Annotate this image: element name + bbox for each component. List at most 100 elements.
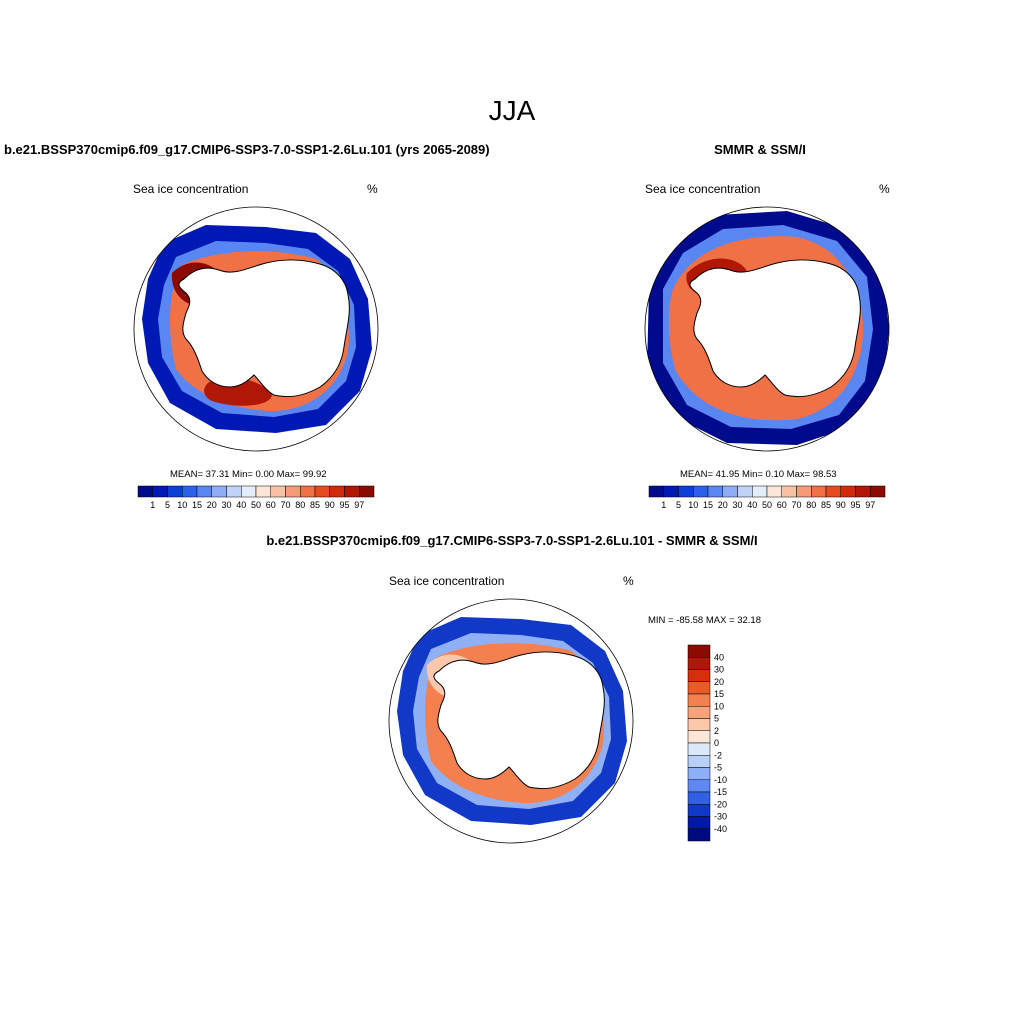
- colorbar-model-swatch-4: [196, 485, 212, 498]
- colorbar-model-swatch-12: [314, 485, 330, 498]
- stats-obs: MEAN= 41.95 Min= 0.10 Max= 98.53: [680, 469, 837, 480]
- colorbar-obs-tick-label: 97: [865, 500, 875, 510]
- colorbar-obs-tick-label: 50: [762, 500, 772, 510]
- colorbar-model-tick-label: 97: [354, 500, 364, 510]
- colorbar-obs-tick-label: 15: [703, 500, 713, 510]
- colorbar-diff-swatch-4: [687, 693, 711, 707]
- colorbar-obs-swatch-10: [796, 485, 812, 498]
- colorbar-diff-swatch-10: [687, 767, 711, 780]
- variable-label-model: Sea ice concentration: [133, 182, 249, 196]
- colorbar-diff-tick-label: -30: [714, 812, 727, 822]
- colorbar-diff-tick-label: 2: [714, 726, 719, 736]
- colorbar-obs-swatch-2: [678, 485, 694, 498]
- colorbar-model-tick-label: 1: [150, 500, 155, 510]
- colorbar-model-tick-label: 95: [339, 500, 349, 510]
- colorbar-obs-tick-label: 30: [732, 500, 742, 510]
- colorbar-obs-swatch-3: [693, 485, 709, 498]
- colorbar-obs-swatch-5: [722, 485, 738, 498]
- colorbar-model-tick-label: 40: [236, 500, 246, 510]
- colorbar-obs-tick-label: 5: [676, 500, 681, 510]
- colorbar-diff-swatch-5: [687, 706, 711, 719]
- colorbar-model-tick-label: 90: [325, 500, 335, 510]
- colorbar-obs-swatch-6: [737, 485, 753, 498]
- colorbar-diff-swatch-1: [687, 657, 711, 670]
- colorbar-diff-tick-label: -2: [714, 750, 722, 760]
- colorbar-model: 1 5 10 15 20 30 40 50 60 70 80 85 90 95 97: [137, 485, 375, 510]
- colorbar-diff-swatch-12: [687, 791, 711, 805]
- colorbar-model-tick-label: 50: [251, 500, 261, 510]
- colorbar-diff-tick-label: -20: [714, 799, 727, 809]
- colorbar-obs-tick-label: 20: [718, 500, 728, 510]
- colorbar-obs-swatch-12: [825, 485, 841, 498]
- colorbar-diff-tick-label: -15: [714, 787, 727, 797]
- colorbar-obs-tick-label: 10: [688, 500, 698, 510]
- colorbar-model-tick-label: 10: [177, 500, 187, 510]
- colorbar-diff-swatch-6: [687, 718, 711, 731]
- colorbar-model-swatch-13: [329, 485, 345, 498]
- colorbar-obs-tick-label: 95: [850, 500, 860, 510]
- colorbar-diff-tick-label: 30: [714, 665, 724, 675]
- units-label-model: %: [367, 182, 378, 196]
- colorbar-diff-swatch-8: [687, 742, 711, 756]
- colorbar-obs-swatch-4: [707, 485, 723, 498]
- colorbar-diff-swatch-15: [687, 828, 711, 842]
- colorbar-obs: 1 5 10 15 20 30 40 50 60 70 80 85 90 95 97: [648, 485, 886, 510]
- colorbar-model-swatch-9: [270, 485, 286, 498]
- colorbar-diff-tick-label: 5: [714, 714, 719, 724]
- colorbar-diff-swatch-0: [687, 644, 711, 658]
- colorbar-model-swatch-15: [359, 485, 375, 498]
- colorbar-model-swatch-2: [167, 485, 183, 498]
- variable-label-diff: Sea ice concentration: [389, 574, 505, 588]
- colorbar-diff-swatch-13: [687, 804, 711, 817]
- stats-model: MEAN= 37.31 Min= 0.00 Max= 99.92: [170, 469, 327, 480]
- colorbar-obs-tick-label: 60: [777, 500, 787, 510]
- colorbar-obs-tick-label: 40: [747, 500, 757, 510]
- colorbar-obs-tick-label: 70: [791, 500, 801, 510]
- colorbar-model-tick-label: 60: [266, 500, 276, 510]
- units-label-obs: %: [879, 182, 890, 196]
- colorbar-model-tick-label: 85: [310, 500, 320, 510]
- colorbar-model-swatch-8: [255, 485, 271, 498]
- colorbar-obs-swatch-13: [840, 485, 856, 498]
- colorbar-diff-tick-label: -5: [714, 763, 722, 773]
- colorbar-model-swatch-5: [211, 485, 227, 498]
- colorbar-obs-swatch-14: [855, 485, 871, 498]
- colorbar-diff-swatch-9: [687, 755, 711, 768]
- colorbar-diff-swatch-2: [687, 669, 711, 682]
- colorbar-model-tick-label: 5: [165, 500, 170, 510]
- colorbar-obs-swatch-7: [752, 485, 768, 498]
- colorbar-model-swatch-7: [241, 485, 257, 498]
- colorbar-diff-swatch-11: [687, 779, 711, 793]
- colorbar-model-swatch-0: [137, 485, 153, 498]
- colorbar-diff-tick-label: -10: [714, 775, 727, 785]
- figure-title: JJA: [488, 95, 536, 126]
- map-boundary-obs: [644, 206, 890, 452]
- colorbar-obs-swatch-15: [870, 485, 886, 498]
- colorbar-obs-swatch-0: [648, 485, 664, 498]
- panel-title-diff: b.e21.BSSP370cmip6.f09_g17.CMIP6-SSP3-7.…: [266, 533, 758, 548]
- colorbar-model-swatch-6: [226, 485, 242, 498]
- map-boundary-model: [133, 206, 379, 452]
- colorbar-obs-tick-label: 90: [836, 500, 846, 510]
- colorbar-model-tick-label: 20: [207, 500, 217, 510]
- colorbar-model-swatch-14: [344, 485, 360, 498]
- map-boundary-diff: [388, 598, 634, 844]
- colorbar-model-swatch-3: [182, 485, 198, 498]
- map-obs: [644, 206, 890, 452]
- colorbar-diff-tick-label: 0: [714, 738, 719, 748]
- colorbar-obs-tick-label: 1: [661, 500, 666, 510]
- colorbar-diff-swatch-7: [687, 730, 711, 744]
- panel-title-obs: SMMR & SSM/I: [714, 142, 806, 157]
- colorbar-obs-swatch-1: [663, 485, 679, 498]
- panel-title-model: b.e21.BSSP370cmip6.f09_g17.CMIP6-SSP3-7.…: [4, 142, 490, 157]
- variable-label-obs: Sea ice concentration: [645, 182, 761, 196]
- colorbar-model-tick-label: 80: [295, 500, 305, 510]
- map-diff: [388, 598, 634, 844]
- colorbar-obs-swatch-8: [766, 485, 782, 498]
- units-label-diff: %: [623, 574, 634, 588]
- colorbar-diff-tick-label: 20: [714, 677, 724, 687]
- colorbar-obs-swatch-9: [781, 485, 797, 498]
- colorbar-diff-swatch-3: [687, 681, 711, 695]
